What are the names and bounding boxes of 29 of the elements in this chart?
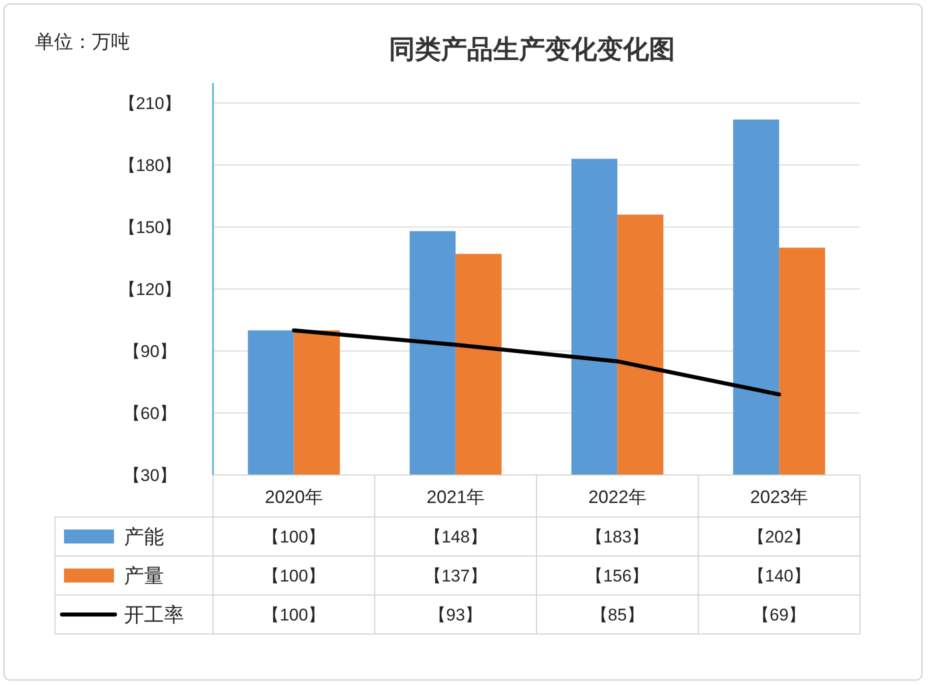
text: 单位：万吨	[35, 32, 130, 53]
data-label: 【85】	[590, 606, 644, 624]
y-tick-label: 【30】	[124, 466, 176, 485]
y-tick-label: 【60】	[124, 404, 176, 423]
data-label: 【148】	[424, 528, 487, 546]
data-label: 【100】	[262, 528, 326, 546]
data-label: 【69】	[752, 606, 806, 624]
line-series	[292, 328, 782, 396]
data-label: 【137】	[424, 566, 487, 586]
y-tick-label: 【210】	[118, 94, 182, 113]
legend-label: 产能	[124, 526, 164, 548]
data-label: 【183】	[586, 528, 649, 546]
x-tick-label: 2021年	[426, 487, 485, 507]
y-tick-label: 【120】	[118, 280, 182, 299]
legend-label: 开工率	[124, 604, 184, 626]
legend-label: 产量	[124, 566, 164, 588]
data-label: 【202】	[748, 528, 810, 546]
data-label: 【140】	[748, 566, 810, 586]
x-tick-label: 2023年	[750, 487, 808, 507]
y-tick-label: 【90】	[124, 342, 176, 361]
x-tick-label: 2020年	[264, 487, 323, 507]
y-tick-label: 【150】	[118, 218, 182, 237]
data-label: 【100】	[262, 606, 326, 624]
x-tick-label: 2022年	[588, 487, 646, 507]
data-label: 【93】	[429, 606, 482, 624]
y-tick-label: 【180】	[118, 156, 182, 175]
data-label: 【156】	[586, 566, 649, 586]
data-label: 【100】	[262, 566, 326, 586]
chart-title: 同类产品生产变化变化图	[389, 34, 675, 64]
